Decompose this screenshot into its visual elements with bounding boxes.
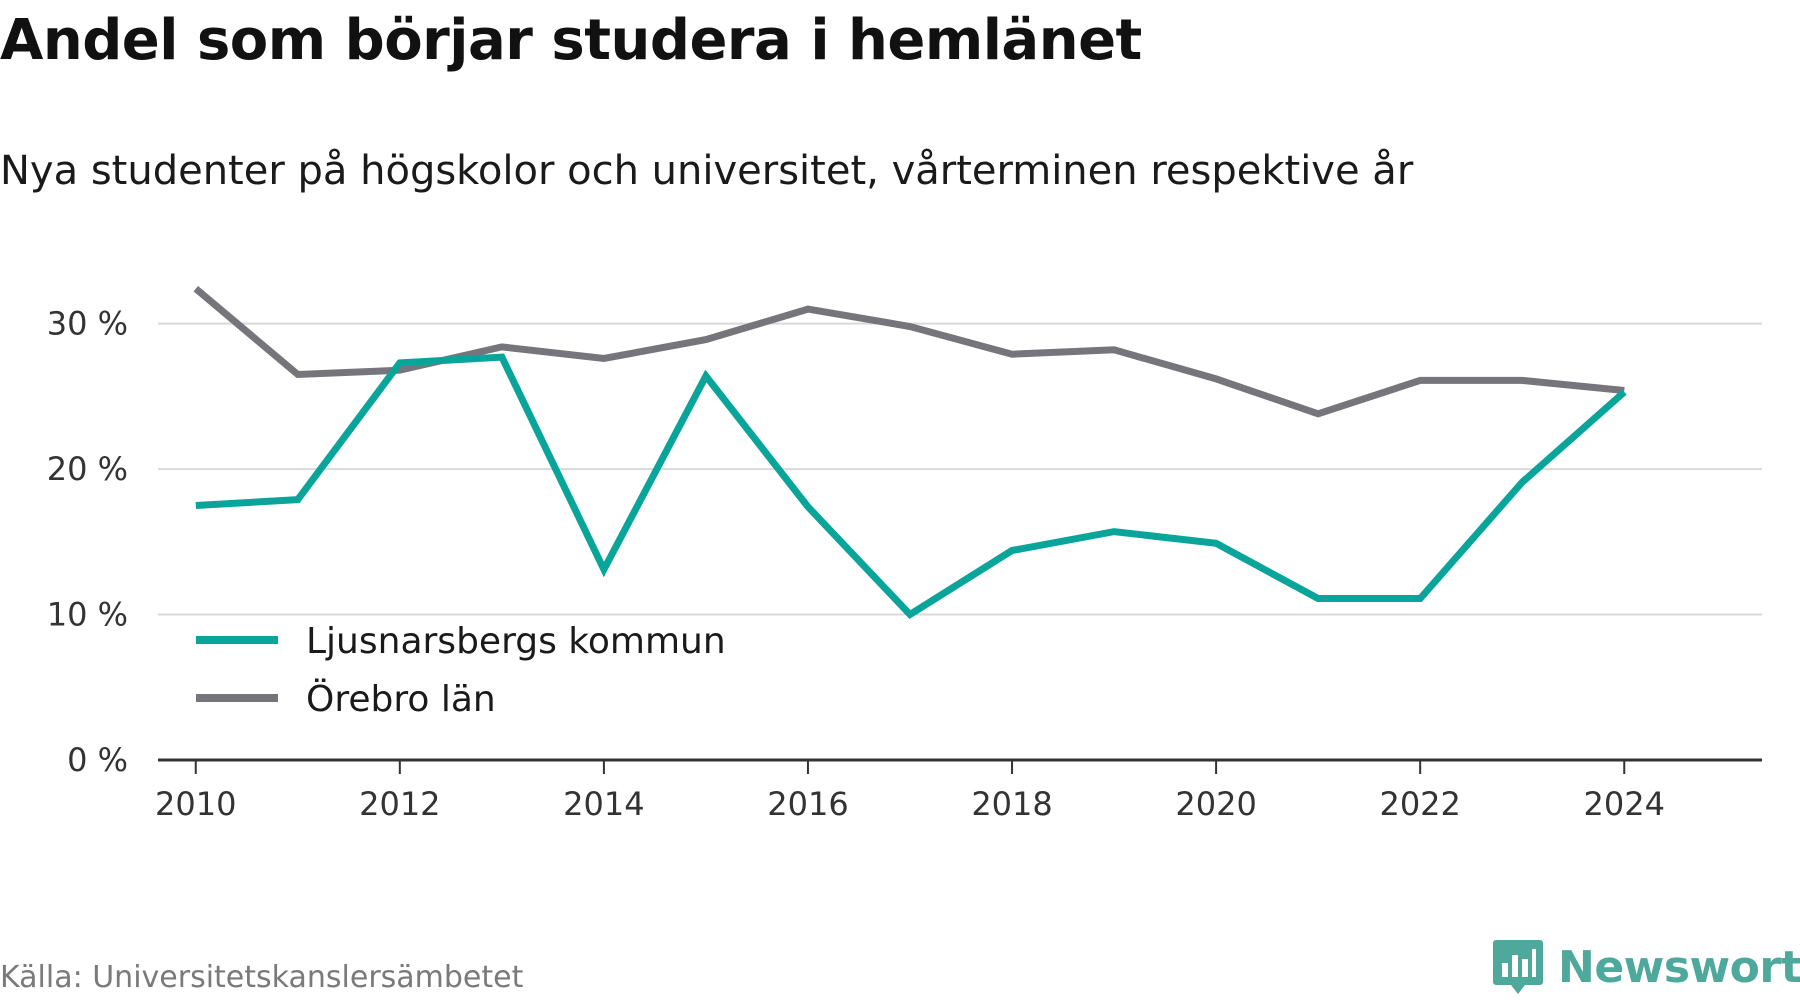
- source-note: Källa: Universitetskanslersämbetet: [0, 960, 524, 995]
- legend-label: Örebro län: [306, 678, 496, 720]
- legend: Ljusnarsbergs kommun Örebro län: [184, 616, 726, 722]
- brand-name: Newsworthy: [1558, 941, 1800, 993]
- brand-logo: Newsworthy: [1492, 938, 1800, 996]
- x-tick-label: 2020: [1175, 785, 1256, 823]
- axes: 0 % 10 % 20 % 30 % 2010 2012 2014 2016 2018 2020 2…: [47, 305, 1762, 823]
- chart-title: Andel som börjar studera i hemlänet: [0, 8, 1142, 73]
- chart-subtitle: Nya studenter på högskolor och universit…: [0, 148, 1414, 194]
- series-line-2: [193, 286, 1625, 418]
- x-tick-label: 2010: [155, 785, 236, 823]
- y-tick-label: 20 %: [47, 450, 128, 488]
- x-tick-label: 2022: [1379, 785, 1460, 823]
- x-tick-label: 2024: [1584, 785, 1665, 823]
- x-tick-label: 2016: [767, 785, 848, 823]
- gridlines: [158, 322, 1762, 616]
- y-tick-label: 10 %: [47, 596, 128, 634]
- y-tick-label: 0 %: [67, 741, 128, 779]
- x-tick-label: 2012: [359, 785, 440, 823]
- legend-label: Ljusnarsbergs kommun: [306, 621, 726, 662]
- x-tick-label: 2014: [563, 785, 644, 823]
- y-tick-label: 30 %: [47, 305, 128, 343]
- series-line-1: [195, 353, 1627, 619]
- series-lines: [193, 286, 1627, 619]
- newsworthy-logo-icon: [1493, 940, 1543, 994]
- x-tick-label: 2018: [971, 785, 1052, 823]
